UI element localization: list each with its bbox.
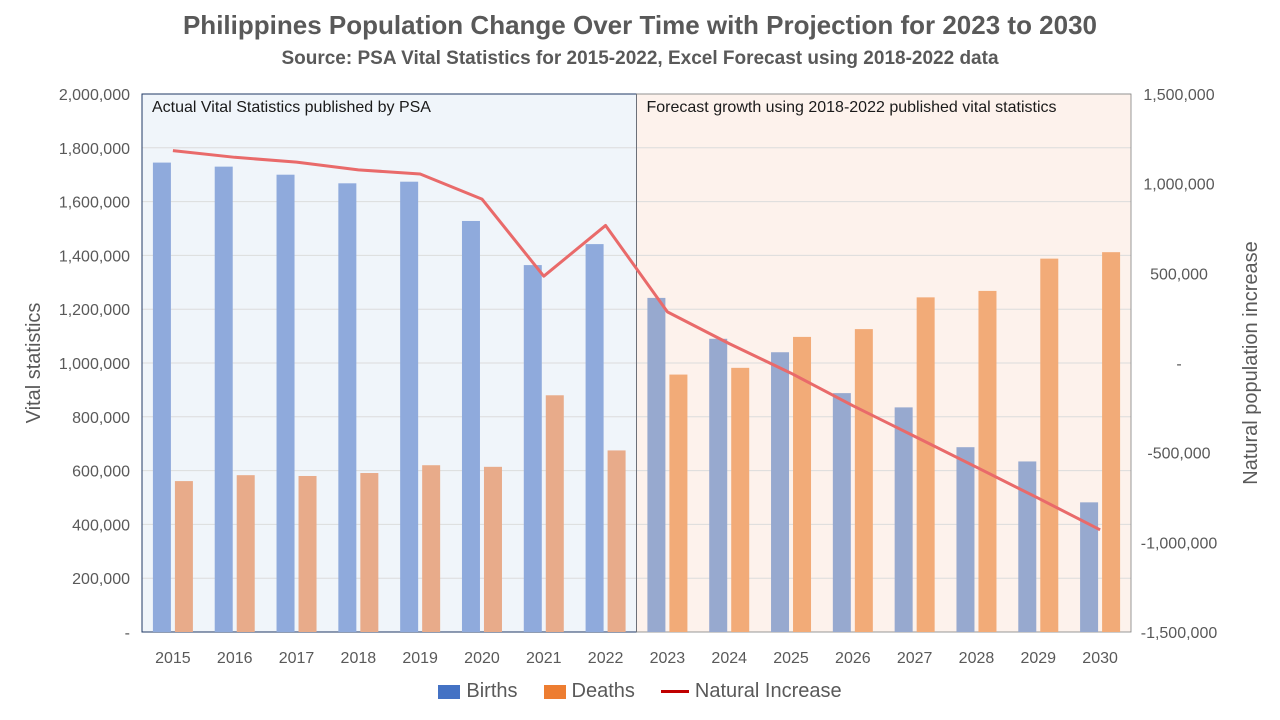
y-tick-label: -	[125, 625, 130, 642]
legend-label-natural-increase: Natural Increase	[694, 680, 842, 702]
y2-tick-label: 500,000	[1150, 266, 1208, 283]
legend-item-natural-increase: Natural Increase	[660, 680, 842, 703]
bar-births	[832, 393, 851, 632]
line-natural-increase	[172, 149, 1101, 532]
x-tick-label: 2019	[402, 650, 438, 667]
x-tick-label: 2029	[1020, 650, 1056, 667]
bar-deaths	[1040, 258, 1059, 632]
bar-births	[461, 220, 480, 632]
y-tick-label: 1,600,000	[59, 195, 130, 212]
y2-tick-label: 1,000,000	[1143, 177, 1214, 194]
y2-tick-label: -1,000,000	[1141, 535, 1218, 552]
legend-item-births: Births	[438, 680, 518, 703]
region-forecast-label: Forecast growth using 2018-2022 publishe…	[647, 99, 1057, 116]
bar-deaths	[545, 395, 564, 632]
bar-births	[709, 338, 728, 632]
x-tick-label: 2016	[217, 650, 253, 667]
x-tick-label: 2027	[897, 650, 933, 667]
region-forecast-border	[636, 93, 1132, 633]
bar-deaths	[174, 481, 193, 632]
x-tick-label: 2018	[341, 650, 377, 667]
legend-item-deaths: Deaths	[543, 680, 635, 703]
x-tick-label: 2020	[464, 650, 500, 667]
bar-deaths	[731, 367, 750, 632]
region-actual-label: Actual Vital Statistics published by PSA	[152, 99, 431, 116]
y-tick-label: 400,000	[72, 517, 130, 534]
bar-deaths	[422, 465, 441, 632]
x-tick-label: 2023	[650, 650, 686, 667]
legend-label-births: Births	[466, 680, 518, 702]
y-tick-label: 800,000	[72, 410, 130, 427]
combo-chart: - 200,000 400,000 600,000 800,000 1,000,000 1,…	[23, 87, 1262, 667]
x-tick-label: 2021	[526, 650, 562, 667]
bar-deaths	[483, 466, 502, 632]
bar-deaths	[669, 374, 688, 632]
legend-label-deaths: Deaths	[571, 680, 635, 702]
x-tick-label: 2015	[155, 650, 191, 667]
bar-births	[214, 166, 233, 632]
x-tick-label: 2026	[835, 650, 871, 667]
y2-tick-label: -	[1176, 356, 1181, 373]
y2-axis-title: Natural population increase	[1240, 241, 1262, 485]
bar-births	[523, 265, 542, 632]
y-tick-label: 600,000	[72, 464, 130, 481]
x-tick-label: 2022	[588, 650, 624, 667]
bar-births	[585, 244, 604, 633]
chart-subtitle: Source: PSA Vital Statistics for 2015-20…	[281, 48, 999, 69]
bar-births	[400, 181, 419, 632]
bar-deaths	[1102, 252, 1121, 632]
y2-tick-label: -500,000	[1147, 446, 1210, 463]
bar-births	[152, 162, 171, 632]
bar-deaths	[978, 290, 997, 632]
x-tick-label: 2017	[279, 650, 315, 667]
bar-deaths	[916, 297, 935, 632]
y2-tick-label: -1,500,000	[1141, 625, 1218, 642]
y-axis-title: Vital statistics	[23, 303, 45, 424]
bar-deaths	[854, 329, 873, 632]
y2-tick-label: 1,500,000	[1143, 87, 1214, 104]
bar-births	[338, 183, 357, 633]
bar-deaths	[298, 475, 317, 632]
bar-births	[647, 297, 666, 632]
bar-births	[956, 447, 975, 632]
bar-deaths	[607, 450, 626, 632]
bar-births	[276, 174, 295, 632]
chart-title: Philippines Population Change Over Time …	[182, 10, 1098, 40]
y-tick-label: 1,000,000	[59, 356, 130, 373]
legend-swatch-natural-increase	[660, 690, 689, 693]
y-tick-label: 2,000,000	[59, 87, 130, 104]
x-tick-label: 2025	[773, 650, 809, 667]
y-tick-label: 1,400,000	[59, 248, 130, 265]
x-tick-label: 2024	[711, 650, 747, 667]
y-tick-label: 1,200,000	[59, 302, 130, 319]
bar-deaths	[236, 475, 255, 632]
bar-births	[894, 407, 913, 632]
bar-births	[1080, 502, 1099, 632]
bar-births	[1018, 461, 1037, 632]
bar-deaths	[360, 473, 379, 632]
bar-deaths	[793, 336, 812, 632]
bar-births	[771, 352, 790, 632]
x-tick-label: 2028	[959, 650, 995, 667]
y-tick-label: 200,000	[72, 571, 130, 588]
legend-swatch-births	[438, 684, 461, 699]
y-tick-label: 1,800,000	[59, 141, 130, 158]
x-tick-label: 2030	[1082, 650, 1118, 667]
legend-swatch-deaths	[543, 684, 566, 699]
legend: Births Deaths Natural Increase	[0, 680, 1280, 703]
